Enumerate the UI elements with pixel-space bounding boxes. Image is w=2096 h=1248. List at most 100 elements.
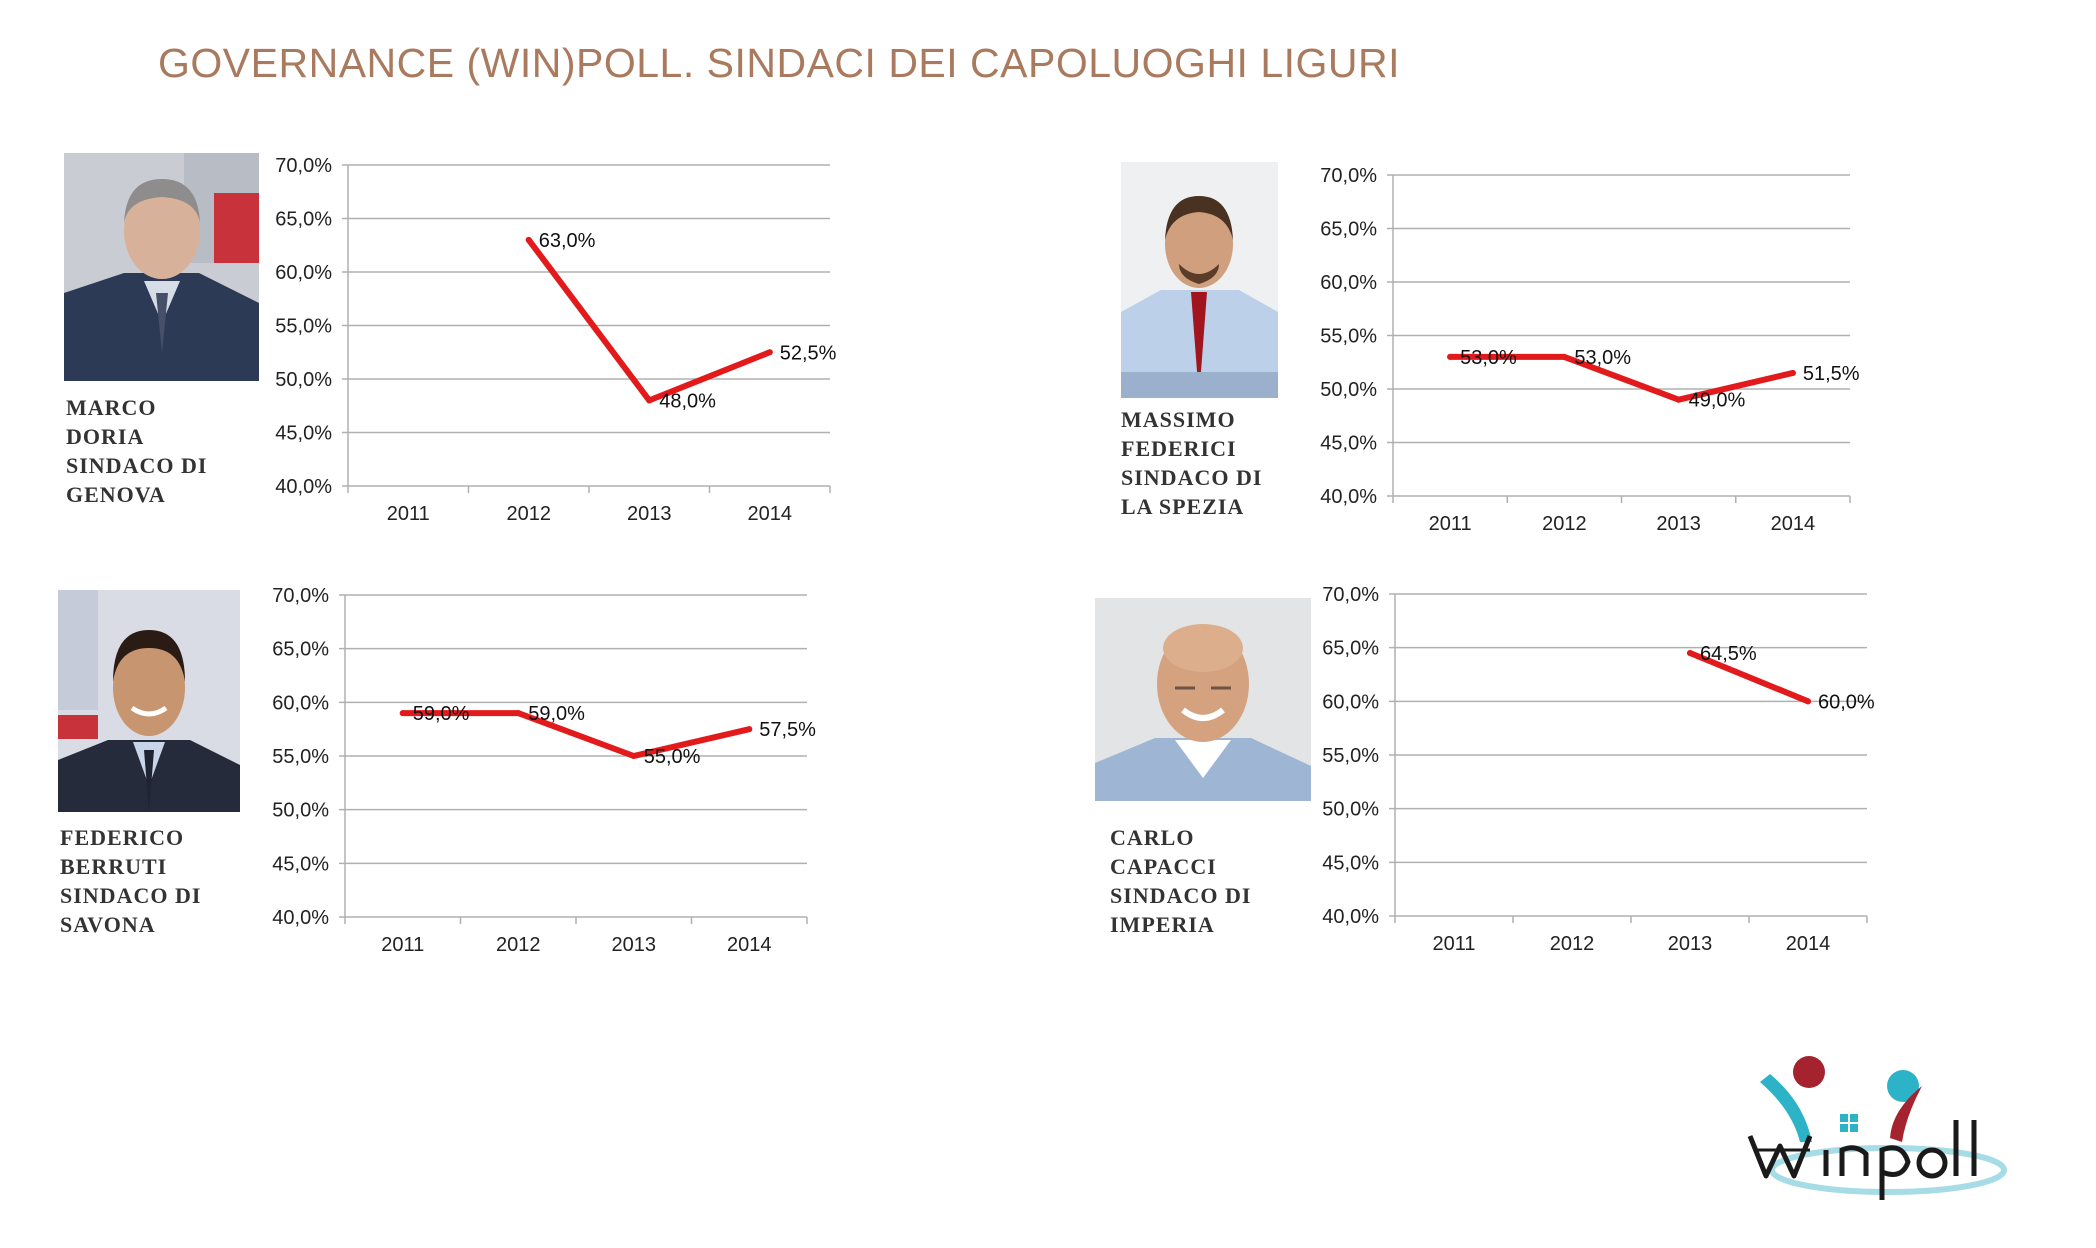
data-label: 51,5% — [1803, 363, 1860, 385]
data-label: 49,0% — [1689, 390, 1746, 412]
y-tick-label: 45,0% — [1322, 852, 1379, 874]
x-tick-label: 2013 — [612, 934, 657, 956]
x-tick-label: 2014 — [1786, 933, 1831, 955]
caption-line: IMPERIA — [1110, 912, 1215, 937]
x-tick-label: 2014 — [1771, 513, 1816, 535]
mayor-photo-imperia — [1095, 598, 1311, 801]
y-tick-label: 50,0% — [275, 369, 332, 391]
y-tick-label: 70,0% — [272, 585, 329, 607]
x-tick-label: 2011 — [381, 934, 424, 956]
chart-la-spezia: 70,0% 65,0% 60,0% 55,0% 50,0% 45,0% 40,0% 2011 2… — [1310, 165, 1960, 550]
data-point — [646, 397, 653, 404]
caption-line: SINDACO DI — [1121, 465, 1263, 490]
caption-line: SINDACO DI — [1110, 883, 1252, 908]
data-label: 57,5% — [759, 719, 816, 741]
x-tick-label: 2012 — [1550, 933, 1595, 955]
data-point — [399, 710, 406, 717]
y-tick-label: 70,0% — [1322, 584, 1379, 606]
mayor-caption-savona: FEDERICO BERRUTI SINDACO DI SAVONA — [60, 823, 201, 939]
caption-line: CARLO — [1110, 825, 1195, 850]
y-tick-label: 70,0% — [275, 155, 332, 177]
series-line — [1687, 650, 1811, 705]
data-label: 48,0% — [659, 390, 716, 412]
data-label: 60,0% — [1818, 691, 1875, 713]
chart-imperia: 70,0% 65,0% 60,0% 55,0% 50,0% 45,0% 40,0% 2011 2… — [1310, 584, 1960, 972]
data-point — [746, 726, 753, 733]
x-tick-label: 2011 — [1432, 933, 1475, 955]
data-label: 52,5% — [780, 342, 837, 364]
series-line — [1447, 353, 1796, 403]
x-tick-label: 2012 — [496, 934, 541, 956]
data-point — [1687, 650, 1693, 657]
x-tick-label: 2013 — [1668, 933, 1713, 955]
caption-line: BERRUTI — [60, 854, 168, 879]
caption-line: FEDERICO — [60, 825, 185, 850]
x-tick-label: 2013 — [627, 503, 672, 525]
y-tick-label: 40,0% — [1320, 486, 1377, 508]
data-point — [630, 753, 637, 759]
winpoll-logo — [1740, 1050, 2020, 1215]
y-tick-label: 50,0% — [1320, 379, 1377, 401]
chart-genova: 70,0% 65,0% 60,0% 55,0% 50,0% 45,0% 40,0% 2011 2… — [263, 155, 913, 540]
data-label: 55,0% — [644, 746, 701, 768]
y-tick-label: 45,0% — [275, 423, 332, 445]
y-tick-label: 60,0% — [272, 692, 329, 714]
caption-line: GENOVA — [66, 482, 166, 507]
y-tick-label: 65,0% — [1322, 638, 1379, 660]
caption-line: DORIA — [66, 424, 145, 449]
y-tick-label: 55,0% — [275, 316, 332, 338]
y-tick-label: 50,0% — [1322, 799, 1379, 821]
x-tick-label: 2012 — [1542, 513, 1587, 535]
y-tick-label: 45,0% — [1320, 433, 1377, 455]
series-line — [399, 710, 753, 759]
data-point — [515, 710, 522, 717]
caption-line: LA SPEZIA — [1121, 494, 1245, 519]
caption-line: FEDERICI — [1121, 436, 1237, 461]
mayor-caption-genova: MARCO DORIA SINDACO DI GENOVA — [66, 393, 207, 509]
x-tick-label: 2014 — [748, 503, 793, 525]
x-tick-label: 2011 — [387, 503, 430, 525]
mayor-caption-la-spezia: MASSIMO FEDERICI SINDACO DI LA SPEZIA — [1121, 405, 1262, 521]
y-tick-label: 65,0% — [1320, 219, 1377, 241]
series-line — [525, 236, 773, 404]
data-point — [1447, 353, 1454, 360]
page-title: GOVERNANCE (WIN)POLL. SINDACI DEI CAPOLU… — [158, 40, 1401, 86]
data-label: 63,0% — [539, 230, 596, 252]
y-tick-label: 60,0% — [1322, 691, 1379, 713]
x-tick-label: 2011 — [1429, 513, 1472, 535]
caption-line: SAVONA — [60, 912, 156, 937]
y-tick-label: 55,0% — [1320, 326, 1377, 348]
y-tick-label: 45,0% — [272, 853, 329, 875]
y-tick-label: 65,0% — [275, 209, 332, 231]
data-label: 53,0% — [1460, 347, 1517, 369]
data-label: 59,0% — [528, 703, 585, 725]
data-label: 59,0% — [413, 703, 470, 725]
y-tick-label: 65,0% — [272, 639, 329, 661]
caption-line: SINDACO DI — [60, 883, 202, 908]
caption-line: MARCO — [66, 395, 157, 420]
x-tick-label: 2014 — [727, 934, 772, 956]
y-tick-label: 60,0% — [1320, 272, 1377, 294]
y-tick-label: 40,0% — [275, 476, 332, 498]
y-tick-label: 40,0% — [272, 907, 329, 929]
data-point — [1805, 698, 1811, 705]
caption-line: MASSIMO — [1121, 407, 1236, 432]
x-tick-label: 2013 — [1656, 513, 1701, 535]
data-point — [525, 236, 532, 243]
caption-line: SINDACO DI — [66, 453, 208, 478]
data-point — [1561, 353, 1568, 360]
mayor-caption-imperia: CARLO CAPACCI SINDACO DI IMPERIA — [1110, 823, 1251, 939]
y-tick-label: 70,0% — [1320, 165, 1377, 187]
y-tick-label: 55,0% — [1322, 745, 1379, 767]
data-point — [766, 349, 773, 356]
data-label: 64,5% — [1700, 643, 1757, 665]
caption-line: CAPACCI — [1110, 854, 1217, 879]
y-tick-label: 40,0% — [1322, 906, 1379, 928]
y-tick-label: 50,0% — [272, 800, 329, 822]
y-tick-label: 60,0% — [275, 262, 332, 284]
data-label: 53,0% — [1574, 347, 1631, 369]
x-tick-label: 2012 — [507, 503, 552, 525]
mayor-photo-la-spezia — [1121, 162, 1278, 398]
mayor-photo-savona — [58, 590, 240, 812]
data-point — [1675, 396, 1682, 403]
